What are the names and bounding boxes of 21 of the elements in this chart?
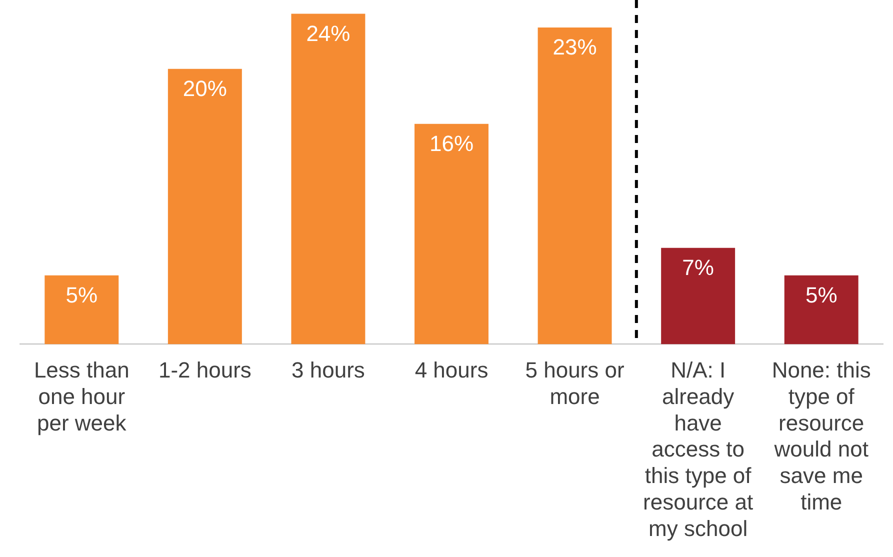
data-label: 23% <box>552 34 597 60</box>
data-label: 5% <box>805 282 838 308</box>
data-label: 5% <box>66 282 98 308</box>
data-label: 16% <box>429 130 474 156</box>
data-label: 7% <box>682 254 714 280</box>
bar <box>661 248 736 344</box>
x-tick-label: 4 hours <box>414 357 488 382</box>
x-tick-label: 1-2 hours <box>158 357 252 382</box>
data-label: 20% <box>182 76 227 101</box>
bar <box>414 124 488 344</box>
x-tick-label: None: this type of resource would not save me time <box>772 357 871 514</box>
bar <box>784 275 858 344</box>
x-tick-label: N/A: I already have access to this type of resource at my school <box>643 357 754 541</box>
x-tick-label: Less than one hour per week <box>34 357 130 436</box>
bar <box>538 28 612 344</box>
x-tick-label: 3 hours <box>292 357 365 382</box>
x-tick-label: 5 hours or more <box>525 357 624 409</box>
data-label: 24% <box>306 20 350 46</box>
bar <box>44 275 119 344</box>
bar <box>291 14 366 344</box>
bar <box>168 68 242 344</box>
